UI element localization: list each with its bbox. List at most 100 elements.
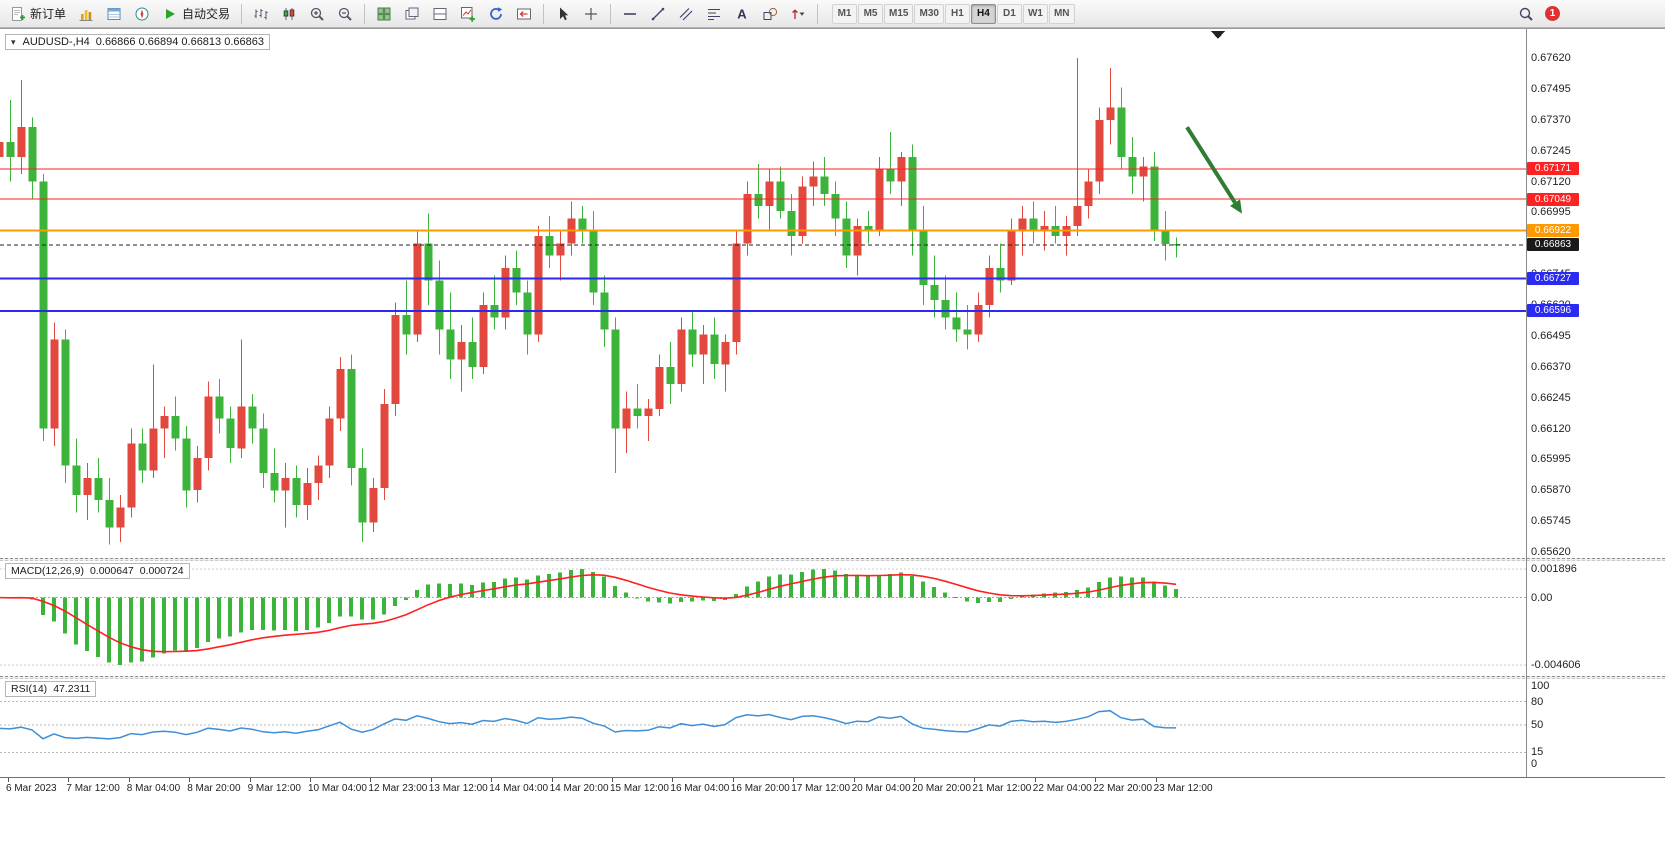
new-order-button[interactable]: 新订单 <box>5 2 71 26</box>
macd-histogram-bar <box>734 594 738 598</box>
macd-histogram-bar <box>591 572 595 598</box>
macd-histogram-bar <box>866 576 870 598</box>
timeframe-h1[interactable]: H1 <box>944 3 970 24</box>
panel-splitter[interactable] <box>0 558 1665 561</box>
timeframe-mn[interactable]: MN <box>1048 3 1075 24</box>
time-axis-tick <box>672 778 674 782</box>
time-axis-tick <box>732 778 734 782</box>
horizontal-line-button[interactable] <box>617 2 643 26</box>
candle-body <box>303 482 312 505</box>
bars-chart-button[interactable] <box>248 2 274 26</box>
rsi-panel[interactable] <box>0 679 1526 777</box>
macd-histogram-bar <box>206 597 210 643</box>
macd-histogram-bar <box>932 586 936 598</box>
chart-title[interactable]: ▾ AUDUSD-,H4 0.66866 0.66894 0.66813 0.6… <box>5 34 270 50</box>
fibonacci-icon <box>706 6 722 22</box>
shapes-tool-button[interactable] <box>757 2 783 26</box>
macd-histogram-bar <box>360 597 364 620</box>
macd-histogram-bar <box>1174 589 1178 598</box>
candle-body <box>380 403 389 488</box>
time-axis-label: 13 Mar 12:00 <box>428 783 488 794</box>
text-tool-button[interactable] <box>729 2 755 26</box>
timeframe-m15[interactable]: M15 <box>884 3 914 24</box>
text-icon <box>734 6 750 22</box>
candle-body <box>633 408 642 417</box>
candle-body <box>127 443 136 508</box>
candle-body <box>842 218 851 256</box>
time-axis-tick <box>793 778 795 782</box>
macd-histogram-bar <box>1163 585 1167 598</box>
new-chart-button[interactable] <box>455 2 481 26</box>
collapse-caret-icon[interactable]: ▾ <box>11 36 16 47</box>
fibonacci-button[interactable] <box>701 2 727 26</box>
time-axis-label: 7 Mar 12:00 <box>66 783 120 794</box>
price-axis-label: 0.66120 <box>1531 422 1571 435</box>
candle-body <box>831 193 840 219</box>
ohlc-values: 0.66866 0.66894 0.66813 0.66863 <box>95 36 264 48</box>
timeframe-m30[interactable]: M30 <box>914 3 944 24</box>
arrows-tool-button[interactable] <box>785 2 811 26</box>
chart-shift-button[interactable] <box>511 2 537 26</box>
macd-panel[interactable] <box>0 561 1526 677</box>
timeframe-d1[interactable]: D1 <box>996 3 1022 24</box>
panel-splitter[interactable] <box>0 676 1665 679</box>
time-axis-label: 22 Mar 04:00 <box>1032 783 1092 794</box>
candle-body <box>347 369 356 468</box>
time-axis[interactable]: 6 Mar 2023 7 Mar 12:00 8 Mar 04:00 8 Mar 20… <box>0 777 1665 799</box>
channel-button[interactable] <box>673 2 699 26</box>
tile-windows-button[interactable] <box>371 2 397 26</box>
auto-scroll-button[interactable] <box>483 2 509 26</box>
timeframe-w1[interactable]: W1 <box>1022 3 1048 24</box>
price-chart[interactable] <box>0 29 1526 558</box>
search-button[interactable] <box>1513 2 1539 26</box>
macd-histogram-bar <box>668 597 672 604</box>
timeframe-m5[interactable]: M5 <box>858 3 884 24</box>
macd-axis-label: 0.001896 <box>1531 563 1577 575</box>
candle-body <box>1117 107 1126 157</box>
timeframe-m1[interactable]: M1 <box>832 3 858 24</box>
macd-histogram-bar <box>701 597 705 601</box>
price-axis-label: 0.65995 <box>1531 453 1571 466</box>
market-watch-button[interactable] <box>73 2 99 26</box>
time-axis-label: 9 Mar 12:00 <box>247 783 301 794</box>
candle-body <box>336 369 345 419</box>
cursor-button[interactable] <box>550 2 576 26</box>
candle-body <box>402 314 411 335</box>
annotation-arrow[interactable] <box>1185 126 1237 204</box>
data-window-button[interactable] <box>101 2 127 26</box>
candle-body <box>149 428 158 471</box>
macd-histogram-bar <box>987 597 991 602</box>
auto-trading-button[interactable]: 自动交易 <box>157 2 235 26</box>
candle-body <box>743 193 752 244</box>
market-watch-icon <box>78 6 94 22</box>
navigator-button[interactable] <box>129 2 155 26</box>
cascade-windows-button[interactable] <box>399 2 425 26</box>
chart-shift-marker[interactable] <box>1211 31 1225 39</box>
candle-body <box>116 507 125 528</box>
candle-body <box>589 230 598 293</box>
macd-value-1: 0.000647 <box>89 565 134 577</box>
time-axis-tick <box>914 778 915 782</box>
macd-histogram-bar <box>833 570 837 598</box>
macd-histogram-bar <box>811 569 815 598</box>
macd-axis-label: 0.00 <box>1531 591 1553 604</box>
rsi-axis-label: 100 <box>1531 680 1550 692</box>
time-axis-tick <box>128 778 130 782</box>
price-axis-label: 0.66870 <box>1531 237 1571 250</box>
macd-histogram-bar <box>118 597 122 665</box>
zoom-in-button[interactable] <box>304 2 330 26</box>
macd-label-box: MACD(12,26,9) 0.000647 0.000724 <box>5 563 190 579</box>
candle-body <box>512 268 521 293</box>
notification-badge[interactable]: 1 <box>1545 6 1560 21</box>
macd-histogram-bar <box>437 583 441 598</box>
crosshair-button[interactable] <box>578 2 604 26</box>
rsi-axis-label: 80 <box>1531 695 1544 708</box>
timeframe-h4[interactable]: H4 <box>970 3 996 24</box>
price-axis-label: 0.67620 <box>1531 52 1571 64</box>
time-axis-tick <box>249 778 251 782</box>
macd-histogram-bar <box>822 569 826 598</box>
trendline-button[interactable] <box>645 2 671 26</box>
split-window-button[interactable] <box>427 2 453 26</box>
zoom-out-button[interactable] <box>332 2 358 26</box>
candlestick-chart-button[interactable] <box>276 2 302 26</box>
